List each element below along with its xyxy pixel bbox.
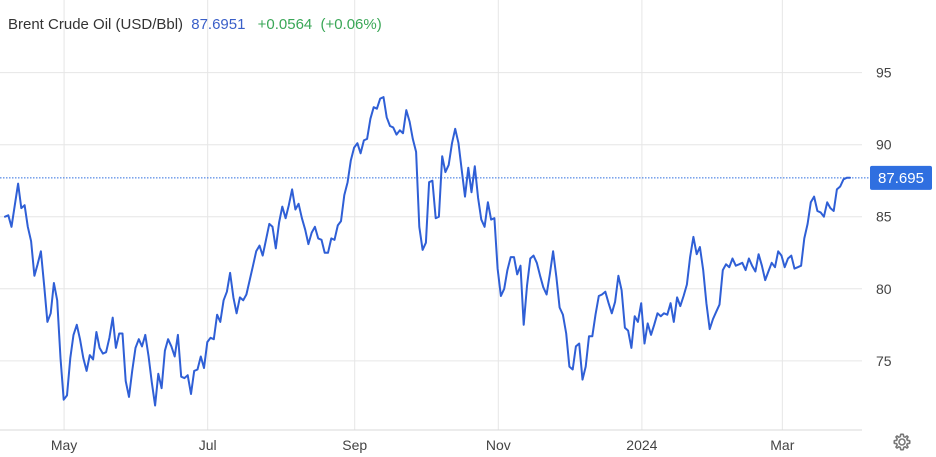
y-tick-label: 75 [876,353,892,369]
x-tick-label: Jul [199,437,217,453]
y-tick-label: 80 [876,281,892,297]
x-tick-label: 2024 [626,437,657,453]
y-tick-label: 85 [876,209,892,225]
last-price-badge: 87.695 [870,165,932,190]
price-change-percent: (+0.06%) [320,16,382,33]
y-tick-label: 90 [876,137,892,153]
instrument-name: Brent Crude Oil (USD/Bbl) [8,16,184,33]
price-change: +0.0564 [257,16,313,33]
settings-gear-icon[interactable] [892,432,912,452]
x-tick-label: May [51,437,77,453]
y-tick-label: 95 [876,65,892,81]
last-price-label: 87.695 [878,170,924,187]
current-price: 87.6951 [191,16,246,33]
price-series-line[interactable] [4,96,851,407]
x-axis: May Jul Sep Nov 2024 Mar [51,437,795,453]
y-axis: 75 80 85 90 95 [876,65,892,369]
gear-icon [893,433,911,451]
instrument-header: Brent Crude Oil (USD/Bbl) 87.6951 +0.056… [8,16,382,33]
grid-lines [0,0,862,431]
x-tick-label: Mar [770,437,794,453]
last-price-badge-bg [870,165,932,190]
x-tick-label: Sep [342,437,367,453]
x-tick-label: Nov [486,437,511,453]
